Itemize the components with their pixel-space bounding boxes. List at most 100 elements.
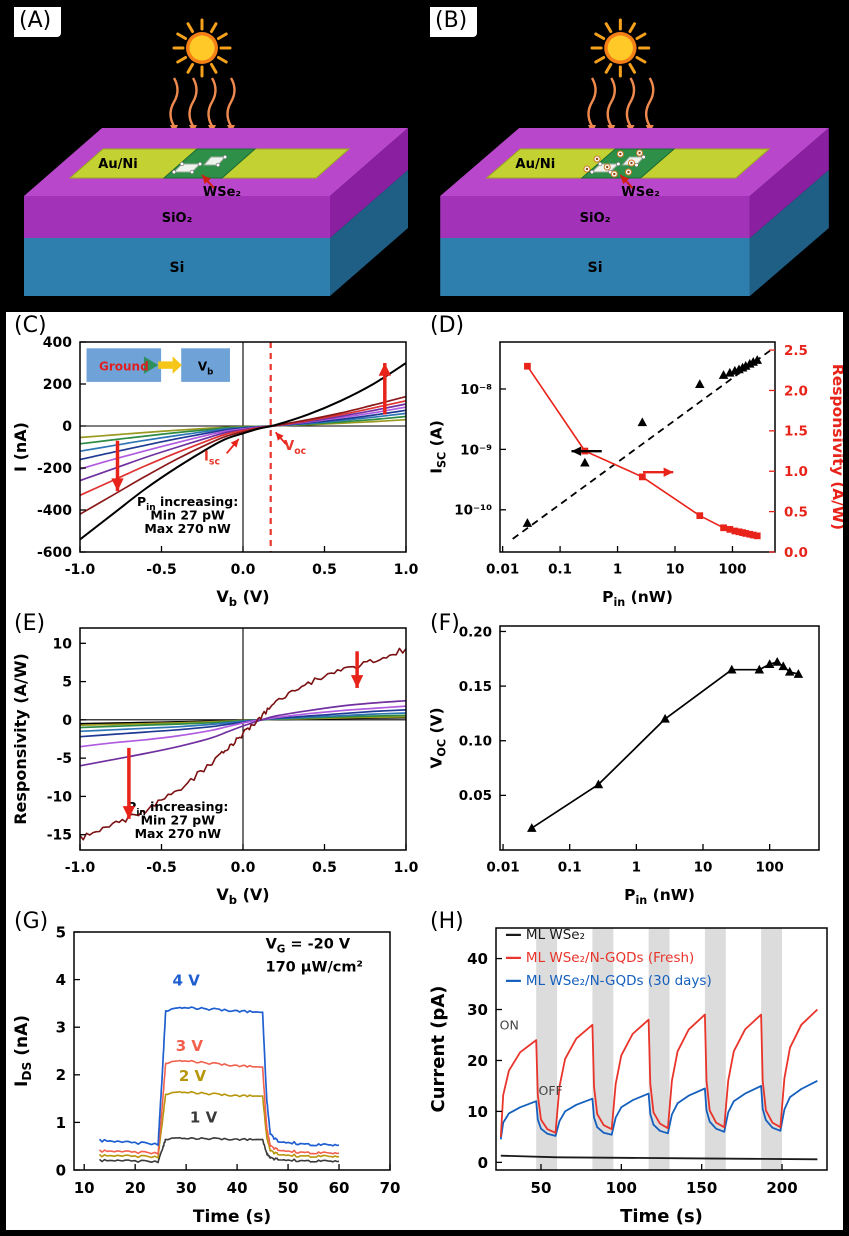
x-tick: 1.0 [394, 860, 419, 876]
y-tick: 3 [56, 1019, 66, 1037]
y-tick: 4 [56, 971, 66, 989]
x-tick: 0.1 [548, 562, 572, 578]
y-tick: 0.15 [459, 679, 492, 695]
panel-a-device-schematic: (A) Au/Ni WSe₂ SiO₂ Si [6, 6, 422, 312]
iv-curves-chart: -1.0 -0.5 0.0 0.5 1.0 -600 -400 -200 0 200 400 Vb (… [11, 335, 419, 609]
y-tick: 0 [62, 419, 72, 435]
y-tick: 40 [467, 950, 488, 968]
x-tick: 1 [632, 860, 641, 876]
x-tick: 150 [686, 1179, 717, 1197]
y-tick: 10⁻⁹ [460, 442, 492, 458]
y2-tick: 0.5 [784, 504, 808, 520]
series-level-mid [79, 705, 407, 748]
y-axis-label: Responsivity (A/W) [11, 653, 30, 825]
y-axis-label: Current (pA) [428, 986, 449, 1113]
x-tick: 0.0 [231, 562, 256, 578]
light-ray-arrow [644, 77, 655, 127]
channel-label: WSe₂ [203, 185, 241, 200]
x-tick: -1.0 [65, 562, 96, 578]
series-ML WSe₂ [500, 1154, 818, 1161]
y-axis-label: I (nA) [11, 422, 30, 472]
annotation-0: Isc [204, 450, 220, 468]
legend-item-1: ML WSe₂/N-GQDs (Fresh) [526, 950, 694, 966]
y-axis-label: ISC (A) [428, 420, 449, 474]
plot-frame [499, 341, 776, 553]
annotation-0: VG = -20 V [266, 937, 351, 956]
y-tick: 10 [53, 636, 73, 652]
y-tick: 0 [478, 1154, 488, 1172]
y-tick: 2 [56, 1066, 66, 1084]
x-tick: 0.0 [231, 860, 256, 876]
y-tick: 0.05 [459, 788, 492, 804]
series-4V [98, 1006, 340, 1147]
annotation-1: Voc [284, 439, 306, 457]
y-tick: -15 [47, 828, 72, 844]
y-tick: 10 [467, 1103, 488, 1121]
x-tick: 10 [694, 860, 713, 876]
annotation-1: Min 27 pW [141, 812, 216, 827]
y-tick: -600 [37, 545, 72, 561]
voc-pin-chart: 0.01 0.1 1 10 100 0.05 0.10 0.15 0.20 Pin (nW) VOC… [428, 624, 820, 907]
panel-h-label: (H) [430, 909, 464, 934]
x-tick: 100 [606, 1179, 637, 1197]
panel-h-photoswitching: (H) 50 100 150 200 0 10 20 30 40 Time (s) Current … [422, 908, 843, 1230]
y-tick: 0.10 [459, 734, 492, 750]
series-isc-fit [512, 349, 771, 540]
light-ray-arrow [587, 77, 597, 127]
annotation-5: 1 V [190, 1108, 218, 1126]
annotation-3: Min 27 pW [150, 507, 225, 522]
light-ray-arrow [625, 77, 636, 127]
oxide-label: SiO₂ [580, 211, 611, 226]
device-schematic-gqd-decorated: Au/Ni WSe₂ SiO₂ Si [440, 18, 829, 296]
series-level-5 [79, 406, 407, 470]
light-ray-arrow [606, 77, 617, 127]
annotation-4: 2 V [179, 1067, 207, 1085]
y-tick: 0 [56, 1161, 66, 1179]
y2-tick: 2.0 [784, 383, 808, 399]
series-level-1-max-270nW [79, 362, 407, 541]
x-tick: 30 [176, 1179, 197, 1197]
x-tick: -0.5 [146, 860, 177, 876]
series-level-purple [79, 699, 407, 767]
x-tick: -0.5 [146, 562, 177, 578]
schematic: Au/Ni WSe₂ SiO₂ Si [24, 18, 408, 296]
series-3V [98, 1059, 340, 1155]
x-tick: 70 [380, 1179, 401, 1197]
device-schematic-pristine: Au/Ni WSe₂ SiO₂ Si [24, 18, 408, 296]
panel-d-isc-responsivity: (D) 0.01 0.1 1 10 100 10⁻¹⁰ 10⁻⁹ 10⁻⁸ 0.0 0.5 1.0 1… [422, 312, 843, 610]
y-tick: 5 [56, 923, 66, 941]
x-tick: 50 [531, 1179, 552, 1197]
x-tick: 200 [766, 1179, 797, 1197]
x-tick: 0.5 [312, 860, 337, 876]
y-axis-label: VOC (V) [428, 707, 449, 768]
y-tick: -5 [56, 751, 72, 767]
y2-axis-label: Responsivity (A/W) [829, 364, 843, 530]
isc-responsivity-chart: 0.01 0.1 1 10 100 10⁻¹⁰ 10⁻⁹ 10⁻⁸ 0.0 0.5 1.0 1.5 2.… [428, 341, 843, 609]
plot-frame [499, 625, 820, 851]
x-tick: 10 [666, 562, 685, 578]
y-tick: 0.20 [459, 624, 492, 640]
series-ML WSe₂/N-GQDs (30 days) [499, 1079, 818, 1140]
x-tick: 100 [756, 860, 784, 876]
off-band [592, 928, 614, 1170]
x-axis-label: Time (s) [620, 1206, 703, 1227]
panel-f-voc-pin: (F) 0.01 0.1 1 10 100 0.05 0.10 0.15 0.20 Pin (nW… [422, 610, 843, 908]
y-tick: 1 [56, 1114, 66, 1132]
chart-C: -1.0 -0.5 0.0 0.5 1.0 -600 -400 -200 0 200 400 Vb (… [11, 335, 419, 609]
y-tick: 30 [467, 1001, 488, 1019]
annotation-3: 3 V [176, 1037, 204, 1055]
ids-time-chart: 10 20 30 40 50 60 70 0 1 2 3 4 5 Time (s) IDS (nA) VG =… [12, 923, 401, 1227]
substrate-label: Si [170, 260, 185, 276]
off-band [761, 928, 783, 1170]
annotation-2: 4 V [173, 972, 201, 990]
panel-g-ids-time: (G) 10 20 30 40 50 60 70 0 1 2 3 4 5 Time (s) IDS (nA)… [6, 908, 422, 1230]
panel-c-label: (C) [14, 313, 47, 338]
chart-E: -1.0 -0.5 0.0 0.5 1.0 -15 -10 -5 0 5 10 Vb (V) Respo… [11, 627, 419, 907]
panel-e-responsivity-vb: (E) -1.0 -0.5 0.0 0.5 1.0 -15 -10 -5 0 5 10 Vb (V) R… [6, 610, 422, 908]
series-level-2 [79, 395, 407, 515]
x-tick: 0.01 [486, 562, 519, 578]
y-tick: 400 [43, 335, 72, 351]
plot-frame [495, 927, 828, 1171]
y2-tick: 1.5 [784, 424, 808, 440]
